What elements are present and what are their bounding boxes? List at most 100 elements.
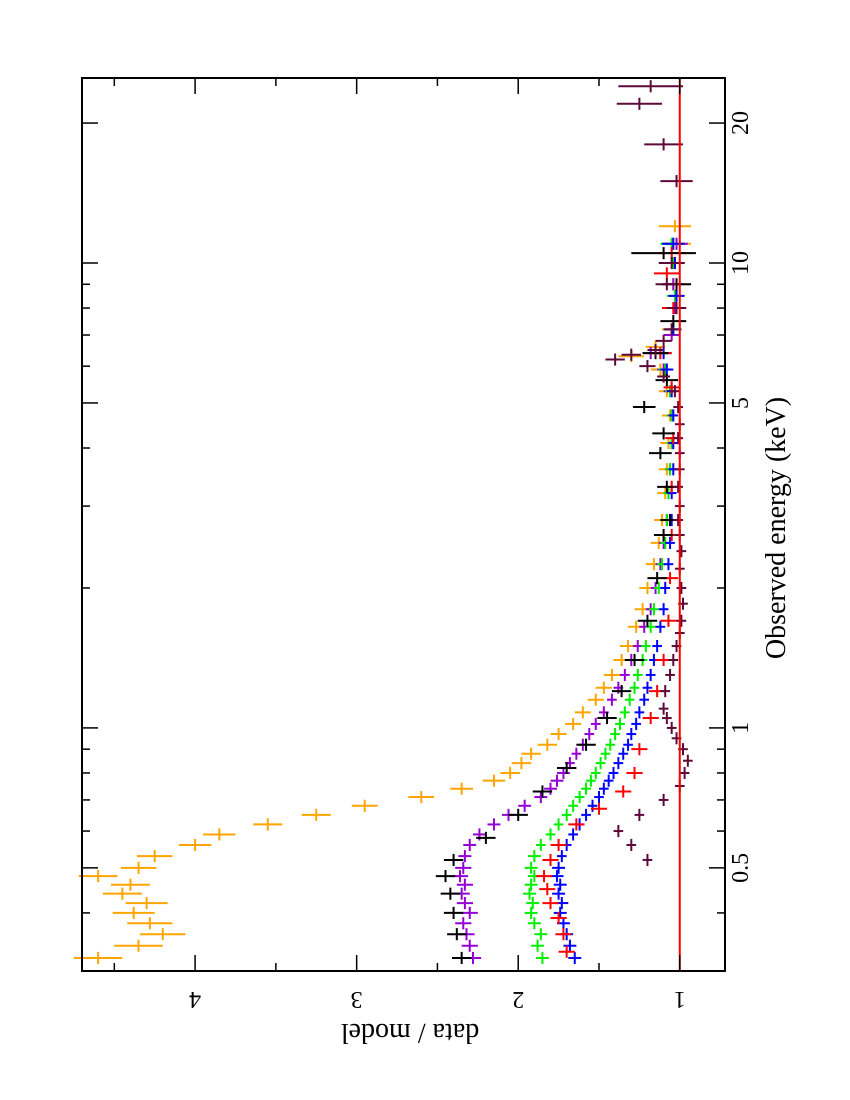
data-point-1-15	[518, 799, 532, 812]
data-point-2-25	[619, 706, 630, 719]
data-point-1-5	[456, 897, 473, 910]
data-point-0-8	[78, 870, 118, 883]
data-point-4-13	[642, 712, 659, 725]
data-point-5-15	[647, 572, 667, 585]
data-point-3-30	[652, 639, 662, 653]
data-point-6-7	[682, 754, 693, 767]
data-point-4-2	[550, 911, 567, 925]
data-point-0-11	[178, 838, 212, 852]
data-point-3-35	[665, 536, 675, 549]
data-point-2-6	[523, 887, 536, 900]
data-point-2-3	[527, 917, 541, 930]
data-point-6-32	[670, 385, 680, 398]
data-point-3-15	[587, 799, 598, 812]
data-point-5-24	[660, 315, 687, 328]
x-tick-label-1: 1	[728, 722, 754, 734]
data-point-6-44	[644, 138, 683, 151]
data-point-2-23	[610, 728, 620, 741]
data-point-6-14	[665, 668, 675, 681]
data-point-3-33	[660, 581, 671, 595]
data-point-3-1	[563, 939, 577, 952]
data-point-6-31	[673, 400, 683, 414]
data-point-6-12	[658, 702, 669, 715]
y-tick-label-0: 1	[674, 986, 686, 1012]
data-point-5-12	[611, 685, 632, 698]
data-point-0-17	[450, 782, 473, 795]
data-point-0-4	[112, 906, 155, 919]
data-point-6-36	[621, 348, 641, 361]
data-point-1-28	[619, 668, 630, 681]
data-point-2-27	[629, 681, 640, 694]
data-point-6-40	[666, 301, 687, 315]
data-point-4-9	[590, 802, 608, 815]
data-point-5-26	[631, 247, 696, 260]
data-point-0-10	[136, 850, 173, 863]
data-point-0-9	[120, 861, 157, 874]
data-point-4-8	[568, 818, 585, 831]
data-point-2-32	[649, 603, 659, 616]
data-point-0-6	[103, 887, 142, 900]
data-point-0-19	[500, 766, 520, 780]
x-tick-label-2: 5	[728, 397, 754, 409]
data-point-1-4	[461, 906, 478, 919]
data-point-6-26	[673, 480, 683, 493]
data-point-0-23	[550, 728, 567, 741]
data-point-3-22	[623, 738, 633, 751]
data-point-3-27	[642, 681, 653, 694]
data-point-0-18	[482, 774, 506, 787]
data-point-5-21	[632, 400, 656, 414]
data-point-3-47	[661, 237, 685, 250]
data-point-5-13	[624, 653, 645, 667]
data-point-1-9	[455, 861, 472, 874]
data-point-5-9	[556, 761, 577, 775]
data-point-4-16	[660, 614, 677, 627]
data-point-2-2	[534, 928, 548, 941]
data-point-6-39	[663, 323, 680, 336]
data-point-6-38	[655, 334, 672, 347]
data-point-3-21	[618, 747, 629, 760]
data-point-2-28	[632, 668, 643, 681]
x-tick-label-3: 10	[728, 251, 754, 275]
data-point-6-22	[676, 545, 687, 558]
y-tick-label-3: 4	[189, 986, 201, 1012]
data-point-1-16	[534, 791, 548, 804]
data-point-1-23	[584, 728, 595, 741]
x-axis-label: Observed energy (keV)	[761, 397, 792, 659]
data-point-2-19	[590, 766, 601, 780]
data-point-2-18	[586, 774, 596, 787]
data-point-3-0	[568, 951, 582, 965]
data-point-4-11	[626, 766, 643, 780]
data-point-2-22	[605, 738, 616, 751]
data-point-5-16	[653, 528, 674, 542]
x-tick-label-0: 0.5	[728, 853, 754, 883]
data-point-6-34	[639, 360, 656, 373]
data-point-6-37	[647, 343, 664, 357]
data-point-4-0	[558, 945, 575, 958]
data-point-0-2	[140, 928, 186, 941]
series-0	[73, 220, 692, 965]
data-point-1-11	[463, 838, 477, 852]
data-point-3-24	[631, 717, 641, 730]
data-point-6-13	[660, 685, 671, 698]
data-point-5-8	[532, 785, 553, 798]
data-point-3-12	[568, 828, 578, 841]
data-point-2-10	[527, 850, 541, 863]
data-point-6-29	[673, 432, 683, 445]
data-point-1-13	[487, 818, 501, 831]
data-point-3-18	[603, 774, 614, 787]
data-point-3-9	[552, 861, 566, 874]
data-point-5-0	[451, 951, 472, 965]
data-point-0-26	[587, 693, 604, 706]
data-point-2-5	[526, 897, 540, 910]
data-point-0-1	[114, 939, 163, 952]
data-point-6-15	[668, 653, 679, 667]
data-point-2-0	[535, 951, 549, 965]
data-point-2-30	[640, 639, 651, 653]
data-point-2-14	[561, 808, 572, 821]
data-point-2-7	[524, 878, 538, 891]
data-point-0-15	[351, 799, 378, 812]
data-point-3-19	[608, 766, 619, 780]
axis-ticks-layer	[82, 78, 725, 972]
data-point-3-26	[639, 693, 650, 706]
